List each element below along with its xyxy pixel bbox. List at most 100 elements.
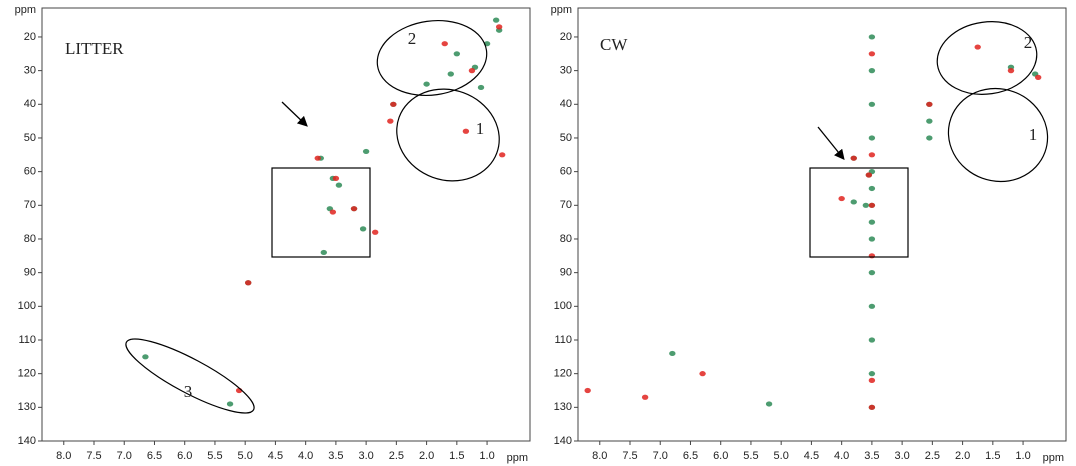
peak xyxy=(423,81,430,87)
peak xyxy=(868,404,876,410)
peak xyxy=(868,185,876,192)
peak xyxy=(371,229,379,235)
peak xyxy=(387,118,394,124)
x-tick-label: 1.5 xyxy=(449,450,464,462)
x-tick-label: 5.0 xyxy=(774,450,789,462)
x-tick-label: 7.0 xyxy=(117,450,132,462)
peak xyxy=(332,175,340,181)
x-tick-label: 6.5 xyxy=(147,450,162,462)
peak xyxy=(1034,74,1042,80)
y-tick-label: 40 xyxy=(24,98,36,110)
x-tick-label: 3.0 xyxy=(358,450,373,462)
peak xyxy=(868,236,876,242)
peak xyxy=(462,128,470,134)
peak xyxy=(868,377,876,383)
x-tick-label: 7.5 xyxy=(622,450,637,462)
x-tick-label: 5.5 xyxy=(743,450,758,462)
peak xyxy=(142,354,149,360)
peak xyxy=(868,51,876,57)
y-tick-label: 50 xyxy=(24,132,36,144)
y-tick-label: 100 xyxy=(554,300,572,312)
peak xyxy=(335,182,343,188)
panel-title: LITTER xyxy=(65,39,124,58)
peak xyxy=(868,152,876,158)
x-tick-label: 8.0 xyxy=(592,450,607,462)
x-tick-label: 6.0 xyxy=(177,450,192,462)
peak xyxy=(868,337,876,343)
region-box xyxy=(809,167,909,258)
peak xyxy=(441,41,448,47)
y-tick-label: 60 xyxy=(24,166,36,178)
y-tick-label: 80 xyxy=(560,233,572,245)
peak xyxy=(765,401,773,407)
y-tick-label: 30 xyxy=(560,65,572,77)
x-tick-label: 4.5 xyxy=(804,450,819,462)
peak xyxy=(641,394,649,400)
peak xyxy=(868,219,876,225)
region-ellipse xyxy=(936,21,1038,95)
region-label: 2 xyxy=(408,29,417,48)
peak xyxy=(868,34,876,40)
y-tick-label: 120 xyxy=(554,368,572,380)
peak xyxy=(468,68,476,74)
arrow xyxy=(281,101,308,127)
peak xyxy=(699,371,706,377)
peak xyxy=(868,68,876,74)
peak xyxy=(495,24,503,30)
peak xyxy=(447,71,454,77)
y-tick-label: 50 xyxy=(560,132,572,144)
y-tick-label: 80 xyxy=(24,233,36,245)
peak xyxy=(390,101,397,107)
peak xyxy=(359,226,367,232)
region-ellipse xyxy=(376,19,488,97)
y-tick-label: 130 xyxy=(554,401,572,413)
plot-frame xyxy=(577,7,1067,442)
y-tick-label: 100 xyxy=(18,300,36,312)
y-tick-label: 140 xyxy=(554,435,572,447)
x-tick-label: 2.5 xyxy=(389,450,404,462)
x-tick-label: 8.0 xyxy=(56,450,71,462)
x-axis-label: ppm xyxy=(507,452,528,464)
x-tick-label: 5.5 xyxy=(207,450,222,462)
peak xyxy=(926,101,933,107)
x-tick-label: 6.5 xyxy=(683,450,698,462)
x-tick-label: 2.0 xyxy=(419,450,434,462)
region-label: 2 xyxy=(1024,33,1033,52)
region-ellipse xyxy=(396,88,500,182)
x-tick-label: 7.0 xyxy=(653,450,668,462)
y-tick-label: 120 xyxy=(18,368,36,380)
x-tick-label: 3.5 xyxy=(328,450,343,462)
y-tick-label: 110 xyxy=(18,334,36,346)
peak xyxy=(868,101,876,107)
y-tick-label: 20 xyxy=(560,31,572,43)
y-tick-label: 110 xyxy=(554,334,572,346)
x-tick-label: 3.5 xyxy=(864,450,879,462)
peak xyxy=(245,280,252,286)
peak xyxy=(974,44,981,50)
peak xyxy=(226,401,234,407)
x-tick-label: 1.5 xyxy=(985,450,1000,462)
peak xyxy=(584,387,591,394)
peak xyxy=(350,206,358,212)
y-axis-label: ppm xyxy=(551,4,572,16)
x-tick-label: 3.0 xyxy=(894,450,909,462)
peak xyxy=(314,155,321,161)
y-tick-label: 30 xyxy=(24,65,36,77)
peak xyxy=(362,148,370,155)
peak xyxy=(868,253,876,259)
peak xyxy=(669,350,676,357)
peak xyxy=(1007,68,1015,74)
peak xyxy=(926,118,933,124)
x-tick-label: 4.0 xyxy=(834,450,849,462)
y-tick-label: 40 xyxy=(560,98,572,110)
peak xyxy=(838,195,845,202)
y-tick-label: 90 xyxy=(560,267,572,279)
x-tick-label: 2.5 xyxy=(925,450,940,462)
x-tick-label: 7.5 xyxy=(86,450,101,462)
y-tick-label: 60 xyxy=(560,166,572,178)
peak xyxy=(850,155,857,161)
peak xyxy=(320,249,327,256)
x-tick-label: 5.0 xyxy=(238,450,253,462)
y-tick-label: 90 xyxy=(24,267,36,279)
